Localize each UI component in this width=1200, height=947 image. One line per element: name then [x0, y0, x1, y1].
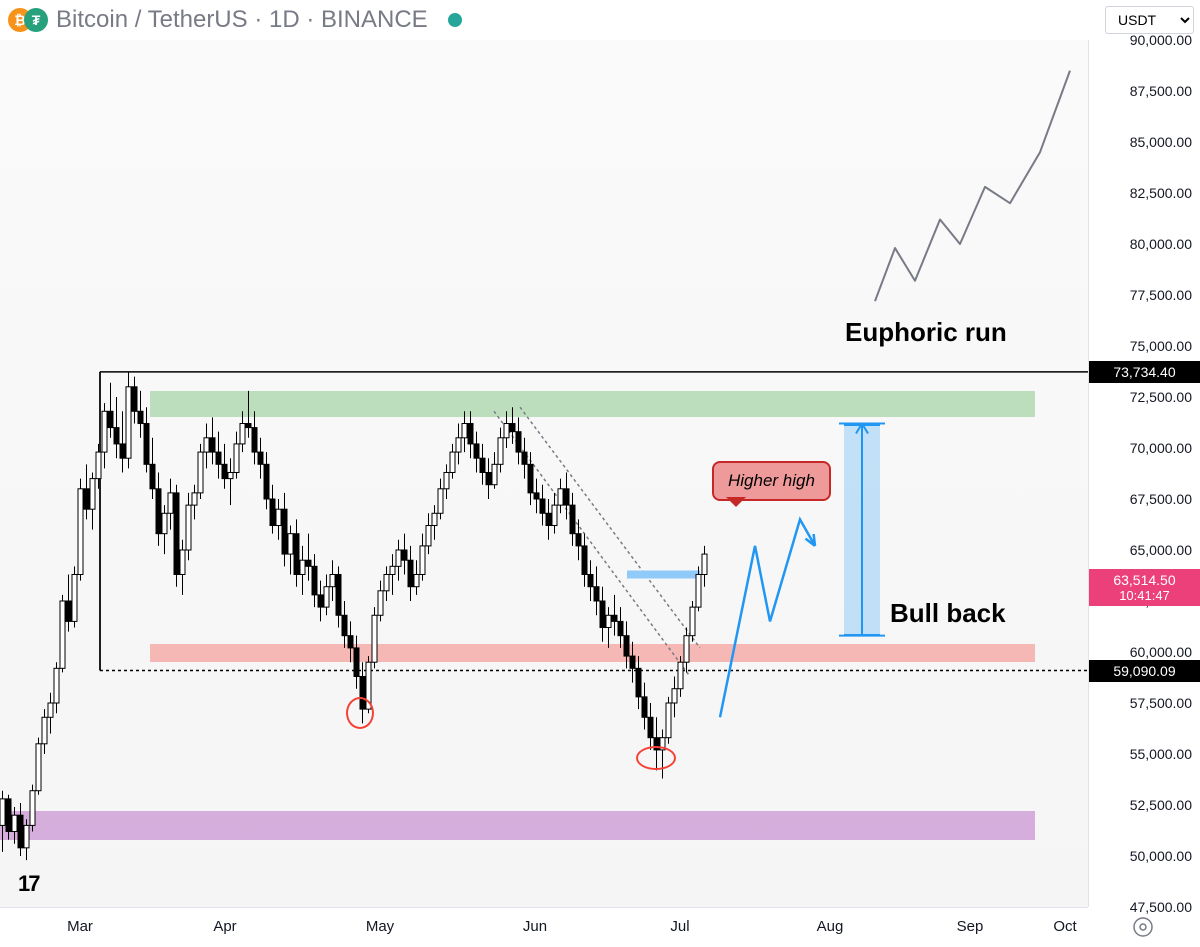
- y-tick: 72,500.00: [1130, 389, 1192, 405]
- y-tick: 67,500.00: [1130, 491, 1192, 507]
- annotation-text: Euphoric run: [845, 317, 1007, 348]
- x-tick: Oct: [1053, 918, 1076, 935]
- marker-circle: [346, 697, 374, 729]
- chart-canvas[interactable]: Euphoric run Bull back Higher high: [0, 40, 1088, 907]
- y-tick: 47,500.00: [1130, 899, 1192, 915]
- y-tick: 85,000.00: [1130, 134, 1192, 150]
- x-tick: Jun: [523, 918, 547, 935]
- y-tick: 70,000.00: [1130, 440, 1192, 456]
- marker-circle: [636, 746, 676, 770]
- x-tick: Apr: [213, 918, 236, 935]
- price-tag: 59,090.09: [1089, 660, 1200, 682]
- y-tick: 90,000.00: [1130, 32, 1192, 48]
- y-tick: 55,000.00: [1130, 746, 1192, 762]
- price-axis[interactable]: 47,500.0050,000.0052,500.0055,000.0057,5…: [1088, 40, 1200, 907]
- y-tick: 75,000.00: [1130, 338, 1192, 354]
- x-tick: May: [366, 918, 394, 935]
- currency-select[interactable]: USDT: [1105, 6, 1194, 34]
- y-tick: 87,500.00: [1130, 83, 1192, 99]
- price-tag: 63,514.5010:41:47: [1089, 569, 1200, 606]
- tradingview-logo: 17: [18, 871, 38, 897]
- x-tick: Aug: [817, 918, 844, 935]
- price-tag: 73,734.40: [1089, 361, 1200, 383]
- y-tick: 50,000.00: [1130, 848, 1192, 864]
- chart-settings-icon[interactable]: [1131, 915, 1155, 939]
- market-status-dot: [448, 13, 462, 27]
- annotation-text: Bull back: [890, 598, 1006, 629]
- usdt-icon: ₮: [24, 8, 48, 32]
- time-axis[interactable]: Mar Apr May Jun Jul Aug Sep Oct: [0, 907, 1088, 947]
- symbol-icons: ₿ ₮: [8, 8, 48, 32]
- y-tick: 80,000.00: [1130, 236, 1192, 252]
- chart-header: ₿ ₮ Bitcoin / TetherUS · 1D · BINANCE: [0, 0, 1200, 40]
- x-tick: Mar: [67, 918, 93, 935]
- y-tick: 65,000.00: [1130, 542, 1192, 558]
- price-zone-red: [150, 644, 1035, 662]
- price-zone-green: [150, 391, 1035, 418]
- y-tick: 52,500.00: [1130, 797, 1192, 813]
- callout-higher-high: Higher high: [712, 461, 831, 501]
- y-tick: 77,500.00: [1130, 287, 1192, 303]
- chart-overlay: [0, 40, 1088, 907]
- y-tick: 60,000.00: [1130, 644, 1192, 660]
- y-tick: 82,500.00: [1130, 185, 1192, 201]
- x-tick: Jul: [670, 918, 689, 935]
- x-tick: Sep: [957, 918, 984, 935]
- y-tick: 57,500.00: [1130, 695, 1192, 711]
- target-box: [844, 424, 880, 636]
- price-zone-purple: [0, 811, 1035, 840]
- chart-title: Bitcoin / TetherUS · 1D · BINANCE: [56, 6, 428, 34]
